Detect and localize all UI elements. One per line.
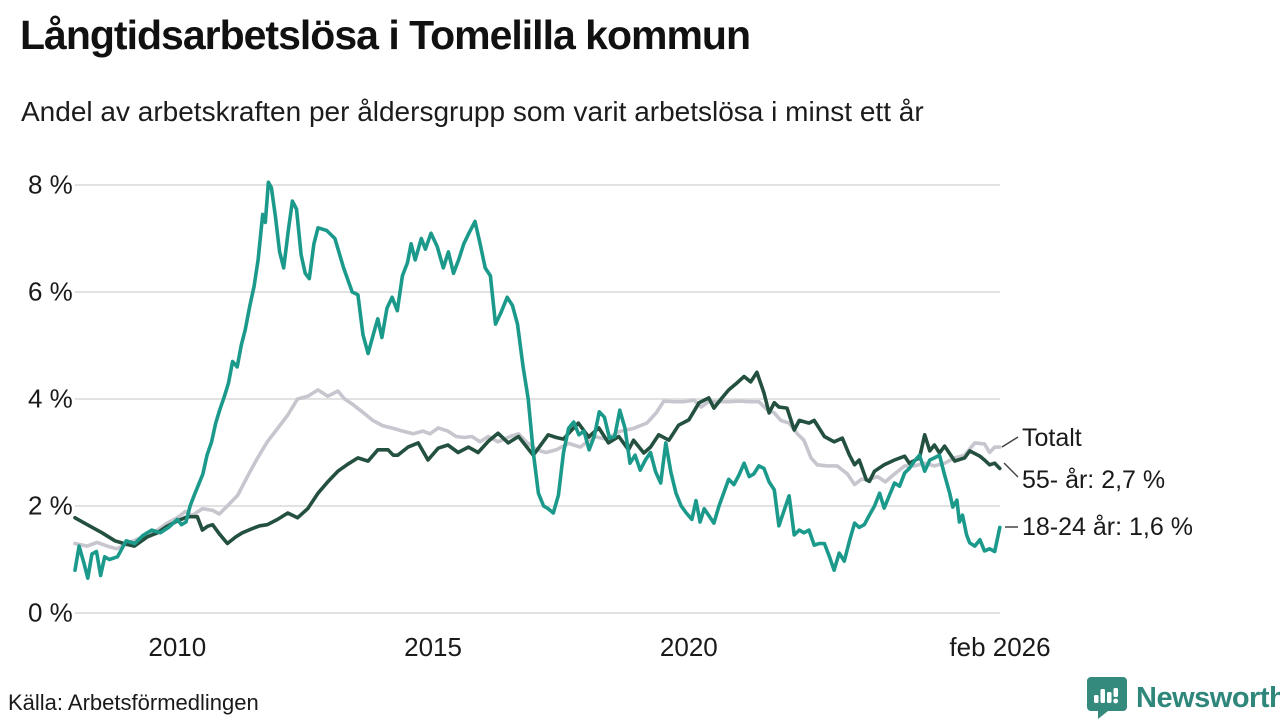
series-end-label-18-24: 18-24 år: 1,6 %	[1022, 513, 1193, 541]
label-connector-0	[1001, 436, 1019, 448]
series-end-label-totalt: Totalt	[1022, 424, 1082, 452]
y-axis-tick-2: 2 %	[28, 490, 73, 521]
newsworthy-logo-icon	[1087, 677, 1127, 719]
source-note: Källa: Arbetsförmedlingen	[8, 690, 259, 715]
y-axis-tick-6: 6 %	[28, 276, 73, 307]
series-line-2	[73, 180, 1002, 581]
label-connector-1	[1003, 462, 1019, 478]
newsworthy-brand: Newsworthy	[1086, 676, 1280, 720]
x-axis-tick-1: 2015	[404, 632, 462, 662]
series-line-1	[73, 370, 1002, 548]
x-axis-tick-3: feb 2026	[949, 632, 1051, 662]
x-axis-tick-2: 2020	[659, 632, 718, 662]
page-subtitle: Andel av arbetskraften per åldersgrupp s…	[21, 96, 924, 127]
y-axis-tick-4: 4 %	[28, 383, 73, 414]
series-end-label-55: 55- år: 2,7 %	[1022, 466, 1166, 494]
x-axis-tick-0: 2010	[148, 632, 207, 662]
page-title: Långtidsarbetslösa i Tomelilla kommun	[20, 12, 751, 58]
series-line-0	[73, 388, 1002, 551]
y-axis-tick-8: 8 %	[28, 169, 73, 200]
y-axis-tick-0: 0 %	[28, 597, 73, 628]
brand-name: Newsworthy	[1136, 681, 1280, 714]
